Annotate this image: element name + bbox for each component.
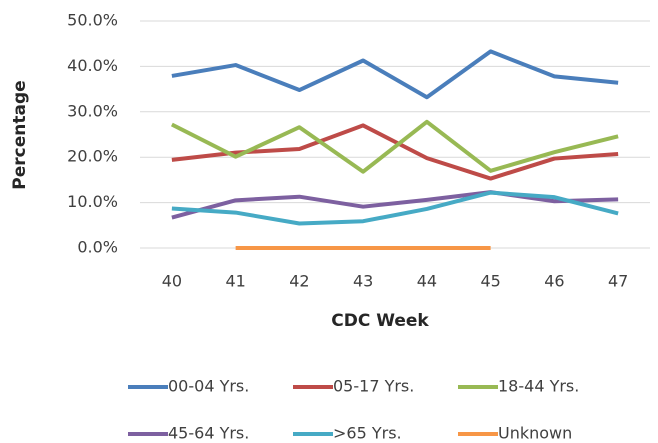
series-line	[170, 119, 619, 174]
legend-label: >65 Yrs.	[333, 424, 402, 443]
legend-label: 00-04 Yrs.	[168, 377, 249, 396]
x-tick-label: 43	[353, 272, 373, 291]
x-tick-label: 46	[544, 272, 564, 291]
y-tick-label: 0.0%	[77, 238, 118, 257]
y-tick-label: 50.0%	[67, 11, 118, 30]
series-line	[171, 49, 619, 100]
y-axis-title: Percentage	[10, 80, 30, 189]
legend-label: 18-44 Yrs.	[498, 377, 579, 396]
x-tick-label: 40	[162, 272, 182, 291]
x-tick-label: 42	[289, 272, 309, 291]
legend-label: 05-17 Yrs.	[333, 377, 414, 396]
x-tick-label: 45	[480, 272, 500, 291]
y-tick-label: 40.0%	[67, 56, 118, 75]
series-line	[171, 190, 619, 226]
y-tick-label: 20.0%	[67, 147, 118, 166]
legend-label: Unknown	[498, 424, 572, 443]
x-tick-label: 41	[225, 272, 245, 291]
x-tick-label: 44	[417, 272, 437, 291]
y-tick-label: 30.0%	[67, 101, 118, 120]
x-axis-title: CDC Week	[331, 311, 429, 331]
y-tick-label: 10.0%	[67, 192, 118, 211]
legend-label: 45-64 Yrs.	[168, 424, 249, 443]
x-tick-label: 47	[608, 272, 628, 291]
series-line	[171, 190, 619, 220]
